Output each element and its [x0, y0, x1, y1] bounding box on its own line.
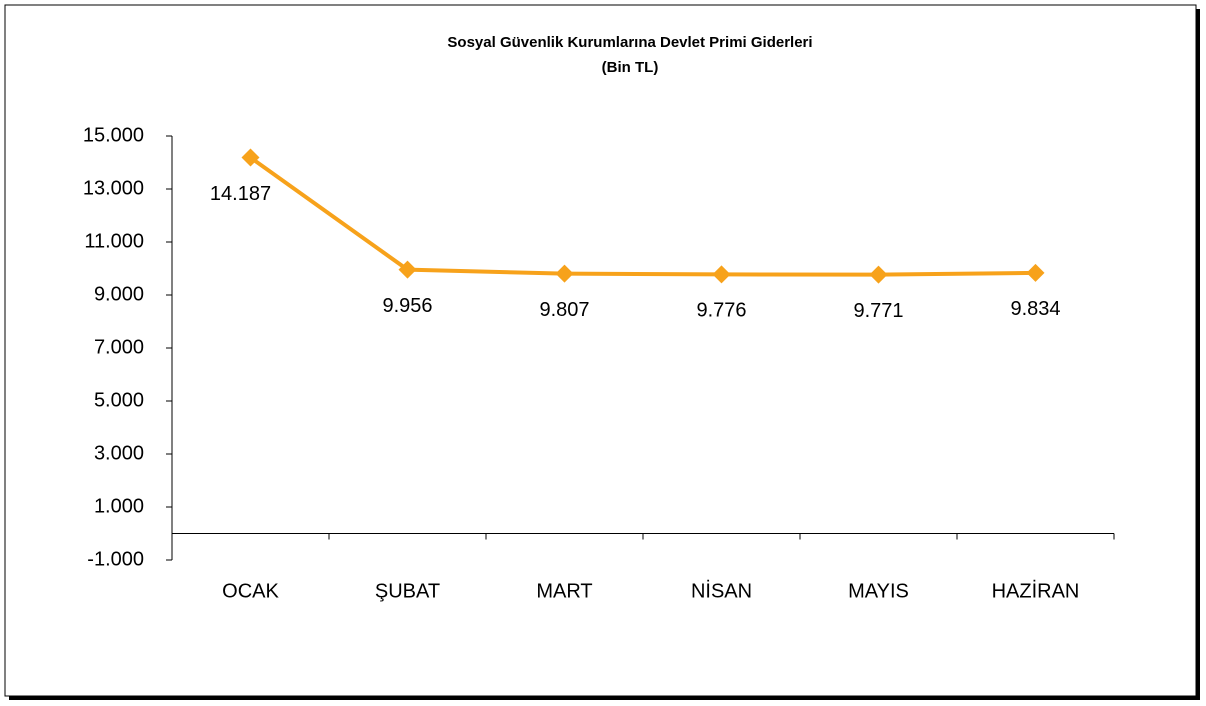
y-tick-label: 13.000 — [83, 177, 144, 199]
x-tick-label: MART — [536, 580, 592, 602]
marker — [555, 264, 574, 283]
y-tick-label: 1.000 — [94, 495, 144, 517]
chart-subtitle: (Bin TL) — [602, 59, 659, 76]
marker — [241, 148, 260, 167]
line — [249, 155, 1036, 277]
chart-title: Sosyal Güvenlik Kurumlarına Devlet Primi… — [447, 34, 812, 51]
x-tick-label: NİSAN — [691, 579, 752, 602]
x-tick-label: HAZİRAN — [992, 579, 1080, 602]
data-label: 9.771 — [853, 300, 903, 322]
y-tick-label: 5.000 — [94, 389, 144, 411]
data-label: 9.776 — [696, 300, 746, 322]
y-tick-label: 11.000 — [84, 230, 144, 252]
y-tick-label: 9.000 — [94, 283, 144, 305]
marker — [1026, 263, 1045, 282]
y-tick-label: 3.000 — [94, 442, 144, 464]
x-tick-label: ŞUBAT — [375, 580, 440, 602]
y-tick-label: 7.000 — [94, 336, 144, 358]
marker — [398, 260, 417, 279]
y-tick-label: -1.000 — [87, 548, 144, 570]
data-label: 9.956 — [382, 295, 432, 317]
data-label: 9.834 — [1010, 298, 1060, 320]
y-tick-label: 15.000 — [83, 124, 144, 146]
data-label: 9.807 — [539, 299, 589, 321]
x-tick-label: OCAK — [222, 580, 279, 602]
marker — [869, 265, 888, 284]
marker — [712, 265, 731, 284]
data-label: 14.187 — [210, 183, 271, 205]
frame — [4, 4, 1197, 697]
x-tick-label: MAYIS — [848, 580, 909, 602]
